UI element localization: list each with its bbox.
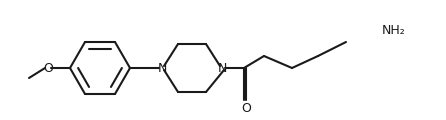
Text: N: N <box>157 61 167 75</box>
Text: N: N <box>217 61 227 75</box>
Text: NH₂: NH₂ <box>382 24 406 36</box>
Text: O: O <box>43 61 53 75</box>
Text: O: O <box>241 102 251 114</box>
